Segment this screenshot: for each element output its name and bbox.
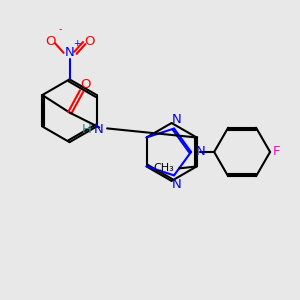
Text: N: N: [172, 178, 182, 191]
Text: H: H: [82, 123, 92, 136]
Text: -: -: [59, 24, 62, 34]
Text: O: O: [80, 78, 91, 91]
Text: N: N: [64, 46, 74, 59]
Text: F: F: [273, 146, 281, 158]
Text: N: N: [172, 113, 182, 126]
Text: CH₃: CH₃: [153, 164, 174, 173]
Text: N: N: [196, 146, 206, 158]
Text: N: N: [93, 123, 103, 136]
Text: O: O: [46, 34, 56, 48]
Text: +: +: [73, 40, 81, 49]
Text: O: O: [84, 34, 94, 48]
